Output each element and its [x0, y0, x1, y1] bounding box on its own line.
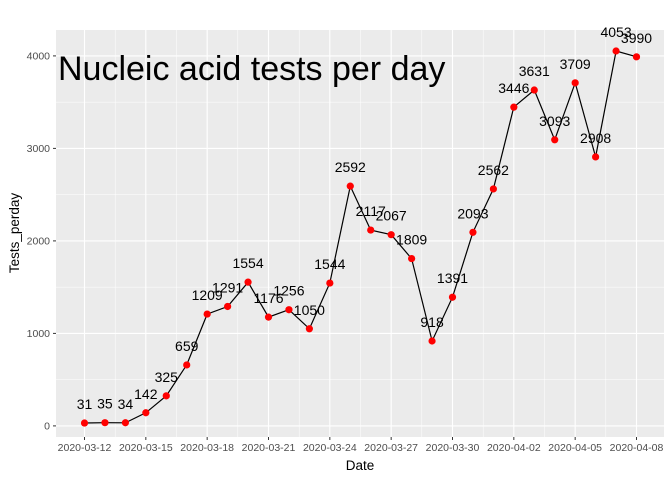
x-axis-title: Date	[346, 458, 375, 473]
data-point	[264, 313, 273, 321]
data-point	[489, 185, 497, 193]
data-label: 3093	[539, 113, 570, 129]
data-point	[571, 79, 579, 87]
data-label: 142	[134, 386, 158, 402]
x-tick-label: 2020-04-05	[548, 442, 602, 454]
data-point	[632, 53, 641, 61]
y-tick-label: 1000	[27, 328, 51, 340]
data-label: 1256	[273, 283, 304, 299]
x-tick-label: 2020-03-15	[119, 442, 173, 454]
data-label: 4053	[600, 24, 631, 40]
y-tick-label: 0	[44, 421, 50, 433]
data-label: 35	[97, 396, 113, 412]
data-label: 3709	[560, 56, 591, 72]
data-point	[408, 254, 416, 263]
y-axis-ticks: 0 1000 2000 3000 4000	[27, 51, 56, 433]
data-label: 1176	[253, 290, 283, 306]
data-point	[387, 231, 395, 239]
data-label: 2908	[580, 130, 611, 146]
data-point	[326, 279, 334, 287]
data-point	[162, 392, 170, 400]
data-point	[530, 86, 538, 94]
data-point	[203, 310, 211, 318]
x-tick-label: 2020-03-12	[58, 442, 112, 454]
data-points	[80, 47, 641, 427]
data-label: 325	[155, 369, 179, 385]
data-label: 2093	[457, 205, 488, 221]
y-tick-label: 2000	[27, 236, 51, 248]
data-label: 3446	[498, 80, 529, 96]
data-point	[612, 47, 620, 55]
data-point	[183, 361, 191, 369]
data-label: 1554	[232, 255, 263, 271]
data-label: 1209	[192, 287, 223, 303]
data-label: 31	[77, 396, 93, 412]
x-tick-label: 2020-03-24	[303, 442, 357, 454]
data-label: 2562	[478, 162, 509, 178]
chart-title: Nucleic acid tests per day	[58, 50, 445, 88]
data-point	[428, 337, 436, 345]
data-label: 34	[118, 396, 134, 412]
x-tick-label: 2020-03-21	[242, 442, 296, 454]
x-tick-label: 2020-04-08	[610, 442, 664, 454]
data-label: 1291	[212, 279, 243, 295]
series-line	[84, 50, 637, 424]
data-point	[448, 293, 457, 301]
y-axis-title: Tests_perday	[7, 193, 22, 274]
x-tick-label: 2020-03-27	[364, 442, 418, 454]
data-point	[367, 226, 375, 234]
data-point	[80, 419, 89, 427]
minor-gridlines	[56, 30, 664, 437]
data-point	[121, 419, 129, 427]
y-tick-label: 3000	[27, 143, 51, 155]
data-label: 918	[420, 314, 444, 330]
plot-panel	[56, 30, 664, 437]
major-gridlines	[56, 30, 664, 437]
data-point	[551, 136, 559, 144]
x-tick-label: 2020-04-02	[487, 442, 541, 454]
data-point	[101, 419, 109, 427]
data-label: 1391	[437, 270, 468, 286]
data-label: 3990	[621, 30, 652, 46]
data-label: 3631	[519, 63, 550, 79]
data-point	[305, 325, 313, 333]
data-label: 2117	[356, 203, 386, 219]
data-label: 2067	[376, 208, 407, 224]
data-point	[142, 409, 150, 417]
data-label: 1544	[314, 256, 345, 272]
y-tick-label: 4000	[27, 51, 51, 63]
data-point	[592, 153, 600, 161]
data-label: 659	[175, 338, 199, 354]
data-label: 1050	[294, 302, 325, 318]
data-point	[510, 103, 518, 111]
data-label: 2592	[335, 159, 366, 175]
data-point	[346, 182, 354, 190]
data-point	[469, 228, 477, 236]
data-label: 1809	[396, 232, 427, 248]
x-tick-label: 2020-03-18	[180, 442, 234, 454]
data-point	[244, 278, 252, 286]
x-axis-ticks: 2020-03-12 2020-03-15 2020-03-18 2020-03-21…	[58, 437, 664, 454]
data-point	[285, 306, 293, 314]
x-tick-label: 2020-03-30	[426, 442, 480, 454]
data-point	[224, 302, 232, 311]
